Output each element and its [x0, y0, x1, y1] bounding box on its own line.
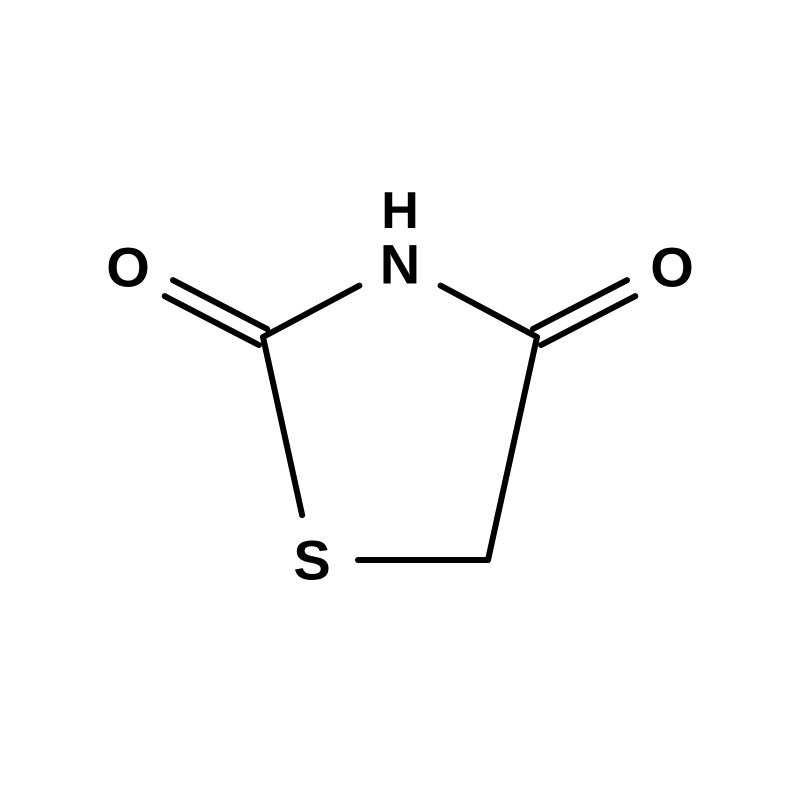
- bond: [488, 337, 537, 560]
- atom-label-h: H: [381, 182, 419, 240]
- labels-layer: NH S O O: [106, 182, 694, 592]
- bond: [263, 337, 302, 515]
- molecule-diagram: NH S O O: [0, 0, 800, 800]
- atom-label-n: N: [380, 233, 420, 296]
- atom-label-o: O: [106, 236, 150, 299]
- atom-label-o: O: [650, 236, 694, 299]
- bond: [441, 286, 537, 337]
- bond: [263, 286, 359, 337]
- bonds-layer: [165, 280, 636, 560]
- atom-label-s: S: [293, 529, 330, 592]
